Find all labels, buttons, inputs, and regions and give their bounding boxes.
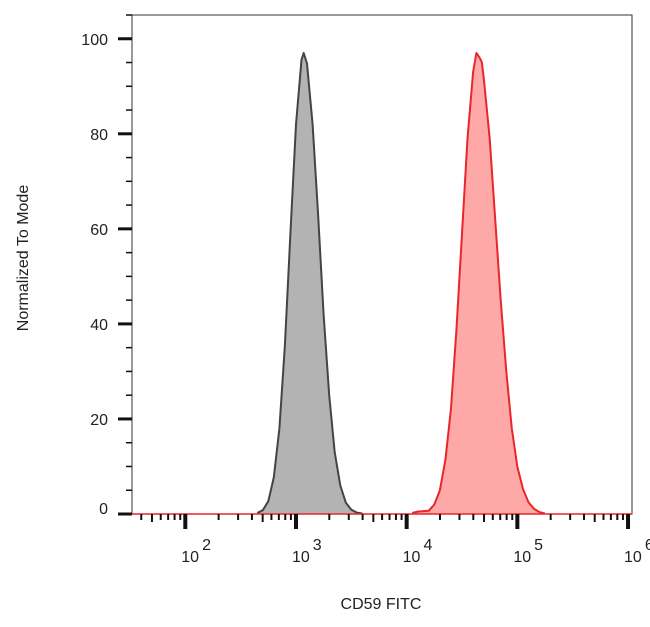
x-tick-base: 10 — [292, 549, 310, 566]
y-axis: 0 20 40 60 80 100 — [81, 14, 132, 518]
y-tick-label: 100 — [81, 32, 108, 49]
series-layer — [256, 52, 546, 515]
x-tick-exponent: 5 — [534, 537, 543, 554]
y-tick-label: 0 — [99, 501, 108, 518]
plot-frame — [131, 14, 633, 515]
x-tick-exponent: 6 — [645, 537, 650, 554]
x-tick-base: 10 — [181, 549, 199, 566]
x-axis-title: CD59 FITC — [341, 596, 422, 613]
series-1-line — [256, 52, 363, 515]
x-tick-label: 103 — [292, 537, 322, 566]
series-1-fill — [257, 53, 363, 514]
x-tick-base: 10 — [513, 549, 531, 566]
y-tick-label: 80 — [90, 127, 108, 144]
x-tick-exponent: 3 — [313, 537, 322, 554]
x-tick-base: 10 — [403, 549, 421, 566]
series-2-line — [411, 52, 546, 515]
series-2-fill — [412, 53, 545, 514]
y-tick-label: 60 — [90, 222, 108, 239]
x-tick-label: 104 — [403, 537, 433, 566]
x-tick-exponent: 4 — [423, 537, 432, 554]
x-tick-label: 102 — [181, 537, 211, 566]
x-tick-base: 10 — [624, 549, 642, 566]
x-tick-label: 105 — [513, 537, 543, 566]
x-tick-exponent: 2 — [202, 537, 211, 554]
x-tick-label: 106 — [624, 537, 650, 566]
y-tick-label: 40 — [90, 317, 108, 334]
y-axis-title: Normalized To Mode — [15, 185, 32, 332]
y-tick-label: 20 — [90, 412, 108, 429]
